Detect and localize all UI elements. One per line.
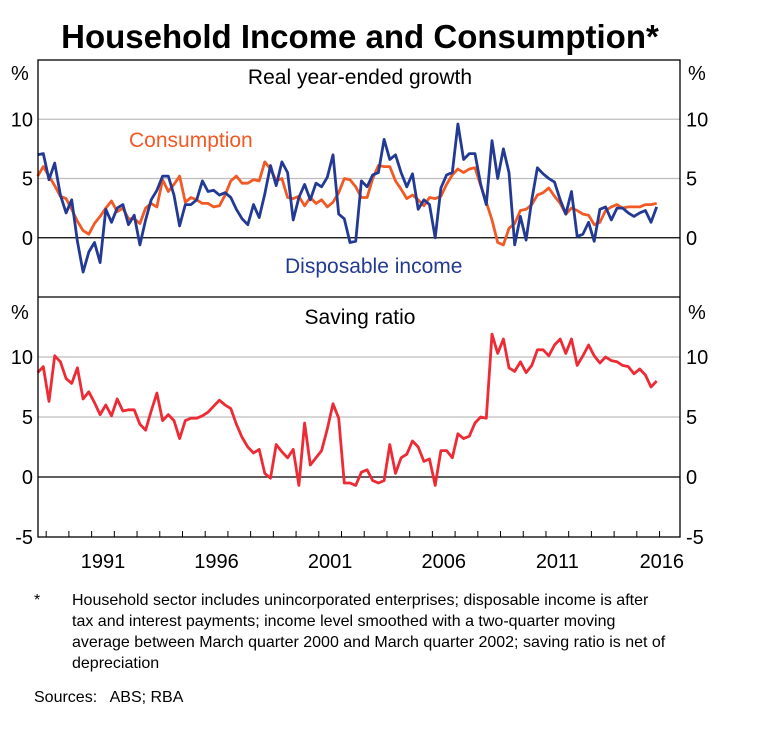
y-tick-label-left: 5: [22, 169, 33, 191]
y-tick-label-right: 0: [686, 467, 697, 489]
x-tick-label: 2001: [308, 551, 353, 573]
x-tick-label: 2006: [421, 551, 466, 573]
y-tick-label-left: 10: [11, 347, 33, 369]
y-tick-label-right: 10: [686, 347, 708, 369]
x-tick-label: 1991: [81, 551, 126, 573]
x-tick-label: 2016: [640, 551, 685, 573]
y-tick-label-right: 10: [686, 109, 708, 131]
y-tick-label-right: 0: [686, 228, 697, 250]
unit-right-bottom: %: [688, 302, 706, 324]
series-line-consumption: [36, 160, 657, 247]
chart-svg: Household Income and Consumption* Real y…: [11, 18, 709, 573]
footnote: * Household sector includes unincorporat…: [34, 590, 672, 674]
y-tick-label-left: 0: [22, 228, 33, 250]
y-tick-label-left: -5: [15, 527, 33, 549]
y-tick-label-left: 5: [22, 407, 33, 429]
x-tick-label: 2011: [536, 551, 579, 573]
y-tick-label-right: 5: [686, 169, 697, 191]
legend-consumption: Consumption: [129, 129, 253, 152]
legend-disposable-income: Disposable income: [285, 255, 462, 278]
chart-title: Household Income and Consumption*: [61, 18, 659, 55]
plot-frame: [37, 59, 681, 538]
y-tick-label-left: 10: [11, 109, 33, 131]
series-line-saving-ratio: [36, 332, 658, 487]
panel-title-saving: Saving ratio: [305, 306, 416, 329]
unit-left-bottom: %: [11, 302, 29, 324]
x-tick-label: 1996: [194, 551, 239, 573]
footnote-marker: *: [34, 592, 41, 609]
y-tick-label-right: -5: [686, 527, 704, 549]
y-tick-label-right: 5: [686, 407, 697, 429]
unit-left-top: %: [11, 63, 29, 85]
unit-right-top: %: [688, 63, 706, 85]
series-line-disposable-income: [37, 122, 659, 274]
sources: Sources: ABS; RBA: [34, 689, 184, 706]
y-tick-label-left: 0: [22, 467, 33, 489]
panel-title-growth: Real year-ended growth: [248, 66, 472, 89]
footnote-text: Household sector includes unincorporated…: [72, 592, 666, 672]
